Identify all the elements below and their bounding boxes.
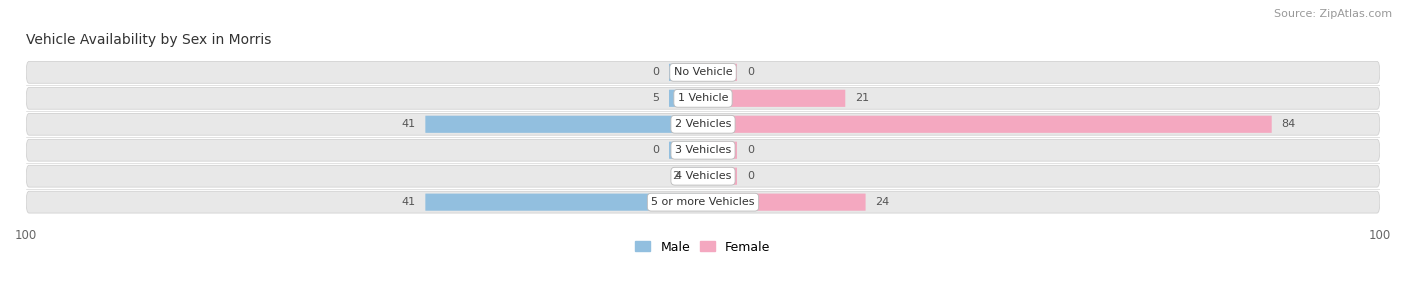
FancyBboxPatch shape <box>27 62 1379 83</box>
Text: 84: 84 <box>1282 119 1296 129</box>
Text: 0: 0 <box>747 171 754 181</box>
Text: 41: 41 <box>401 119 415 129</box>
FancyBboxPatch shape <box>426 194 703 211</box>
FancyBboxPatch shape <box>27 165 1379 187</box>
FancyBboxPatch shape <box>27 191 1379 213</box>
FancyBboxPatch shape <box>703 168 737 185</box>
Text: 5: 5 <box>652 93 659 103</box>
Text: 0: 0 <box>747 67 754 77</box>
Text: 1 Vehicle: 1 Vehicle <box>678 93 728 103</box>
Text: 4 Vehicles: 4 Vehicles <box>675 171 731 181</box>
FancyBboxPatch shape <box>27 88 1379 109</box>
FancyBboxPatch shape <box>703 116 1271 133</box>
Text: 41: 41 <box>401 197 415 207</box>
FancyBboxPatch shape <box>669 64 703 81</box>
Text: 24: 24 <box>876 197 890 207</box>
FancyBboxPatch shape <box>426 116 703 133</box>
Text: No Vehicle: No Vehicle <box>673 67 733 77</box>
FancyBboxPatch shape <box>703 64 737 81</box>
Text: 0: 0 <box>747 145 754 155</box>
FancyBboxPatch shape <box>703 194 866 211</box>
Text: 3 Vehicles: 3 Vehicles <box>675 145 731 155</box>
FancyBboxPatch shape <box>669 142 703 159</box>
FancyBboxPatch shape <box>27 139 1379 161</box>
Text: Source: ZipAtlas.com: Source: ZipAtlas.com <box>1274 9 1392 19</box>
Text: 0: 0 <box>652 67 659 77</box>
Text: Vehicle Availability by Sex in Morris: Vehicle Availability by Sex in Morris <box>27 33 271 47</box>
Text: 5 or more Vehicles: 5 or more Vehicles <box>651 197 755 207</box>
FancyBboxPatch shape <box>703 142 737 159</box>
Text: 2 Vehicles: 2 Vehicles <box>675 119 731 129</box>
FancyBboxPatch shape <box>689 168 703 185</box>
FancyBboxPatch shape <box>27 113 1379 135</box>
Text: 2: 2 <box>672 171 679 181</box>
Text: 21: 21 <box>855 93 869 103</box>
Legend: Male, Female: Male, Female <box>630 236 776 259</box>
FancyBboxPatch shape <box>669 90 703 107</box>
Text: 0: 0 <box>652 145 659 155</box>
FancyBboxPatch shape <box>703 90 845 107</box>
